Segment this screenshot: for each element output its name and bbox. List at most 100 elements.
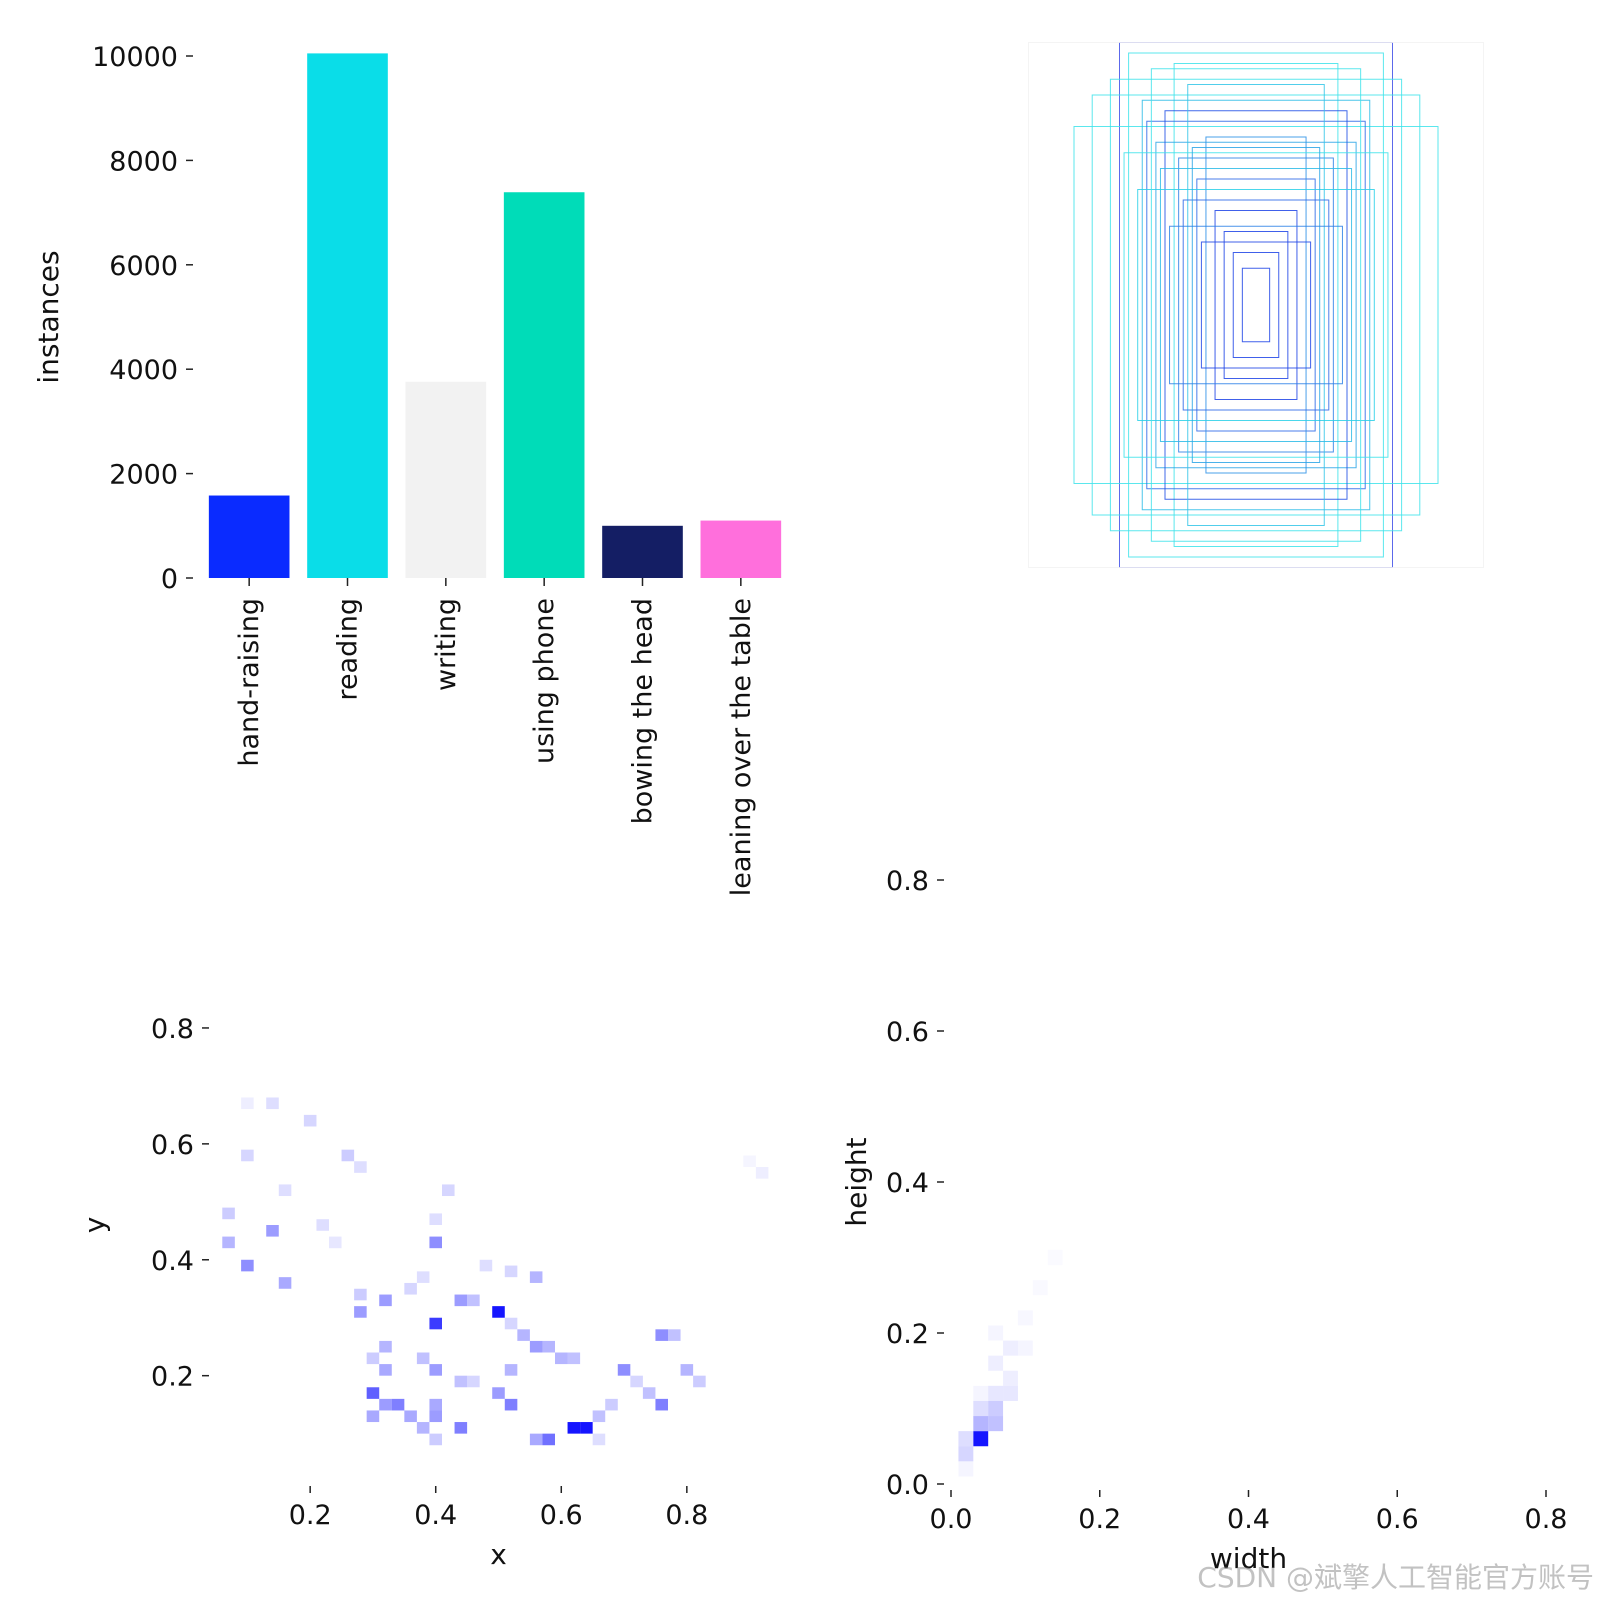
heat-cell <box>379 1398 392 1411</box>
label-box <box>1187 84 1325 526</box>
x-tick-label: 0.4 <box>414 1500 457 1531</box>
label-box <box>1150 68 1362 542</box>
label-box <box>1141 99 1371 511</box>
heat-cell <box>416 1271 430 1283</box>
x-tick-label: 0.6 <box>540 1500 583 1531</box>
x-tick-label: 0.8 <box>1525 1504 1568 1535</box>
label-box <box>1178 157 1334 453</box>
label-box <box>1164 110 1348 500</box>
heat-cell <box>755 1167 769 1179</box>
heat-cell <box>655 1329 668 1341</box>
heat-cell <box>404 1410 417 1423</box>
bar-1 <box>307 53 388 578</box>
heat-cell <box>1047 1249 1063 1266</box>
heat-cell <box>958 1446 974 1462</box>
xy-heatmap: 0.2 0.4 0.6 0.8 0.2 0.4 0.6 0.8 x y <box>78 1014 769 1571</box>
heat-cell <box>429 1364 442 1376</box>
heat-cell <box>605 1398 618 1411</box>
y-tick-label: 2000 <box>109 460 178 491</box>
y-tick-label: 0.6 <box>151 1130 194 1161</box>
label-box <box>1191 147 1321 463</box>
x-tick-label: bowing the head <box>628 598 659 824</box>
heat-cell <box>1017 1310 1033 1326</box>
x-tick-label: 0.8 <box>665 1500 708 1531</box>
heat-cell <box>278 1277 292 1289</box>
label-box <box>1123 152 1389 458</box>
x-tick-label: 0.2 <box>289 1500 332 1531</box>
label-box <box>1169 225 1343 385</box>
heat-cell <box>354 1288 367 1301</box>
label-box <box>1223 231 1289 379</box>
heat-cell <box>529 1271 543 1283</box>
heat-cell <box>973 1400 989 1417</box>
heat-cell <box>492 1387 505 1399</box>
y-tick-label: 4000 <box>109 355 178 386</box>
bar-5 <box>700 520 782 578</box>
label-box <box>1091 94 1421 516</box>
label-box <box>1109 78 1403 532</box>
heat-cell <box>429 1213 442 1225</box>
x-tick-label: 0.6 <box>1376 1504 1419 1535</box>
heat-cell <box>529 1433 543 1446</box>
heat-cell <box>555 1352 568 1365</box>
y-tick-label: 10000 <box>92 42 178 73</box>
label-box <box>1146 120 1366 490</box>
heat-cell <box>379 1294 392 1307</box>
label-box <box>1155 141 1357 469</box>
heat-cell <box>354 1306 367 1318</box>
heat-cell <box>668 1329 681 1341</box>
heat-cell <box>467 1294 480 1307</box>
heat-cell <box>329 1236 342 1249</box>
heat-cell <box>492 1306 505 1318</box>
y-axis-label: instances <box>32 250 65 383</box>
heat-cell <box>655 1398 668 1411</box>
label-box <box>1182 199 1330 411</box>
heat-cell <box>241 1259 254 1272</box>
heat-cell <box>973 1416 989 1432</box>
heat-cell <box>973 1385 989 1401</box>
heat-cell <box>366 1410 380 1423</box>
x-tick-label: using phone <box>529 598 560 764</box>
y-tick-label: 0 <box>161 564 178 595</box>
label-box <box>1232 252 1280 358</box>
heat-cell <box>366 1352 380 1365</box>
bar-4 <box>602 525 683 578</box>
width-height-heatmap: 0.0 0.2 0.4 0.6 0.8 0.0 0.2 0.4 0.6 0.8 width heigh… <box>840 866 1567 1575</box>
heat-cell <box>580 1422 593 1434</box>
heat-cell <box>1003 1385 1018 1401</box>
heat-cell <box>222 1236 235 1249</box>
heat-cell <box>542 1340 555 1353</box>
x-tick-label: hand-raising <box>234 598 265 767</box>
heat-cell <box>504 1265 518 1278</box>
heat-cell <box>1003 1370 1018 1386</box>
label-boxes-overlay <box>1028 42 1484 568</box>
heat-cell <box>693 1375 706 1388</box>
heat-cell <box>592 1410 606 1423</box>
heat-cell <box>404 1282 417 1295</box>
label-box <box>1241 267 1271 343</box>
heat-cell <box>517 1329 530 1341</box>
heat-cell <box>642 1387 656 1399</box>
heat-cell <box>1032 1280 1048 1296</box>
heat-cell <box>1003 1340 1018 1356</box>
y-tick-label: 0.4 <box>151 1246 194 1277</box>
heat-cell <box>416 1422 430 1434</box>
heat-cell <box>454 1294 468 1307</box>
heat-cell <box>278 1184 292 1197</box>
heat-cell <box>379 1340 392 1353</box>
heat-cell <box>504 1364 518 1376</box>
x-tick-label: writing <box>431 598 462 691</box>
y-tick-label: 0.8 <box>151 1014 194 1045</box>
y-tick-label: 0.2 <box>886 1319 929 1350</box>
x-tick-label: 0.0 <box>930 1504 973 1535</box>
x-tick-label: 0.2 <box>1078 1504 1121 1535</box>
label-box <box>1205 136 1307 474</box>
heat-cell <box>266 1097 279 1110</box>
watermark: CSDN @斌擎人工智能官方账号 <box>1197 1561 1594 1594</box>
heat-cell <box>454 1375 468 1388</box>
y-axis-label: y <box>78 1217 111 1234</box>
heat-cell <box>1017 1340 1033 1356</box>
heat-cell <box>429 1410 442 1423</box>
heat-cell <box>680 1364 694 1376</box>
